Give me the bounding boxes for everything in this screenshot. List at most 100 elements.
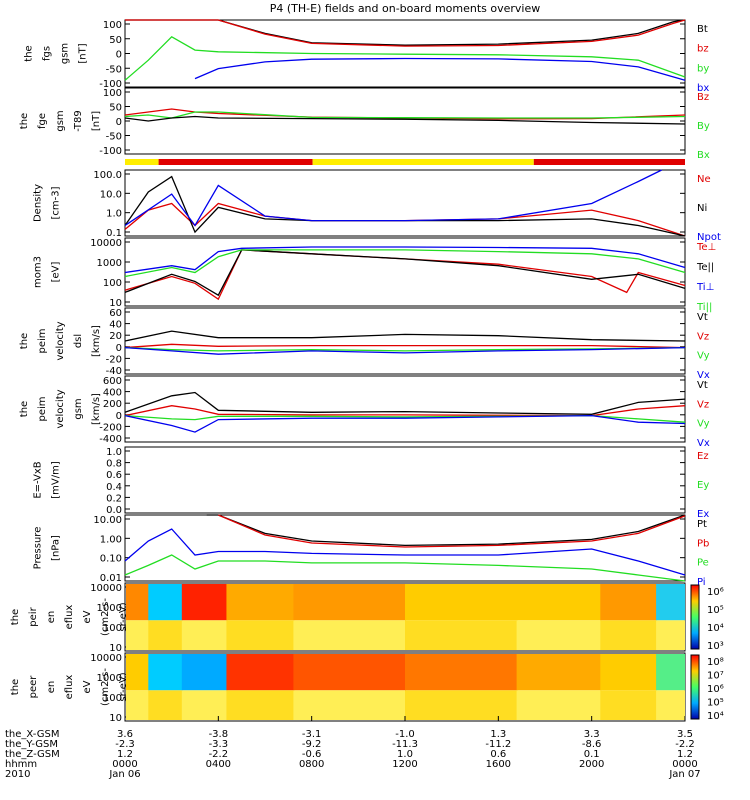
spectrogram-cell [148,690,183,720]
legend-entry: by [697,63,709,74]
y-tick-label: 1.0 [106,447,122,458]
y-axis-label-line: en [46,611,57,624]
series-line-pe [124,554,686,582]
y-axis-label-line: peer [28,675,39,699]
legend-entry: Pe [697,558,709,569]
series-line-vy [124,346,686,352]
colorbar-label: 10⁸ [707,657,724,668]
ephemeris-value: 0400 [206,759,231,770]
y-axis-label-line: the [19,401,30,417]
y-axis-label-line: sr-eV) [118,602,129,631]
ephemeris-label: hhmm [5,759,37,770]
y-axis-label-line: dsl [73,334,84,348]
y-axis-label-line: eflux [64,675,75,700]
y-axis-label-line: the [19,333,30,349]
spectrogram-cell [181,690,228,720]
legend-entry: Bt [697,24,708,35]
spectrogram-cell [405,584,518,621]
y-axis-label-line: fge [37,113,48,129]
series-line-vz [124,343,686,349]
legend-entry: Ex [697,509,709,520]
y-tick-label: 10000 [90,583,122,594]
series-line-te [124,249,686,301]
y-tick-label: 10.00 [93,515,122,526]
ephemeris-value: 1.2 [117,749,133,760]
ephemeris-value: -11.3 [392,739,418,750]
legend-entry: Bz [697,92,709,103]
ephemeris-label: 2010 [5,769,30,780]
ephemeris-value: -3.1 [302,729,322,740]
region-bar-segment [125,159,159,165]
y-tick-label: 600 [103,376,122,387]
legend-entry: Bx [697,150,710,161]
panel-9: 10000 1000 100 10 the peir en eflux eV (cm2-s-sr-… [10,582,724,654]
colorbar-label: 10⁷ [707,671,724,682]
spectrogram-cell [516,690,602,720]
y-tick-label: 10000 [90,238,122,249]
y-tick-label: 1000 [97,673,122,684]
y-tick-label: 10 [109,643,122,654]
spectrogram-cell [293,584,406,621]
spectrogram-cell [600,620,658,650]
ephemeris-value: 3.6 [117,729,133,740]
ephemeris-value: 1.0 [397,749,413,760]
y-axis-label-line: peir [28,606,39,626]
spectrogram-cell [656,654,685,691]
series-line-npot [124,169,662,227]
spectrogram-cell [600,654,658,691]
y-tick-label: 0.2 [106,493,122,504]
ephemeris-value: 1200 [392,759,417,770]
colorbar-label: 10⁵ [707,605,724,616]
y-axis-label-line: the [10,679,21,695]
spectrogram-cell [148,654,183,691]
y-axis-label-line: velocity [55,389,66,428]
legend-entry: Vx [697,438,710,449]
legend-entry: Te|| [696,262,714,273]
y-tick-label: 0 [116,50,122,61]
ephemeris-value: 3.5 [677,729,693,740]
region-bar-segment [158,159,313,165]
y-axis-label-line: gsm [60,43,71,64]
y-axis-label-line: gsm [55,110,66,131]
spectrogram-cell [148,620,183,650]
panel-frame [124,446,686,514]
y-axis-label-line: E=-VxB [33,461,44,498]
y-axis-label-line: [nT] [78,43,89,63]
spectrogram-cell [600,584,658,621]
ephemeris-value: 0.1 [584,749,600,760]
legend-entry: Vt [697,380,708,391]
y-tick-label: 0.1 [106,228,122,239]
colorbar-label: 10⁶ [707,684,724,695]
ephemeris-value: 2000 [579,759,604,770]
y-axis-label-line: [km/s] [91,325,102,357]
series-line-ti [124,246,686,274]
y-axis-label-line: [cm-3] [51,186,62,219]
y-axis-label-line: eV [82,680,93,693]
colorbar [690,584,700,650]
panel-frame [124,19,686,88]
y-axis-label-line: (cm2-s- [100,598,111,636]
y-axis-label-line: peim [37,396,48,421]
ephemeris-value: -1.0 [395,729,415,740]
colorbar-label: 10⁵ [707,698,724,709]
y-tick-label: 100 [103,20,122,31]
series-line-vy [124,414,686,423]
spectrogram-cell [293,620,406,650]
y-tick-label: 0 [116,411,122,422]
panel-10: 10000 1000 100 10 the peer en eflux eV (cm2-s-sr-… [10,652,724,724]
spectrogram-cell [181,584,228,621]
spectrogram-cell [516,654,602,691]
ephemeris-value: 3.3 [584,729,600,740]
spectrogram-cell [226,690,295,720]
spectrogram-cell [181,620,228,650]
spectrogram-cell [516,584,602,621]
ephemeris-value: 1.3 [490,729,506,740]
series-line-vx [124,414,686,433]
legend-entry: Ni [697,203,707,214]
ephemeris-value: 1.2 [677,749,693,760]
legend-entry: Ez [697,451,709,462]
y-tick-label: 50 [109,35,122,46]
panel-8: 10.00 1.00 0.10 0.01 Pressure [nPa] Pt Pb Pe Pi [33,514,709,588]
legend-entry: bx [697,83,709,94]
